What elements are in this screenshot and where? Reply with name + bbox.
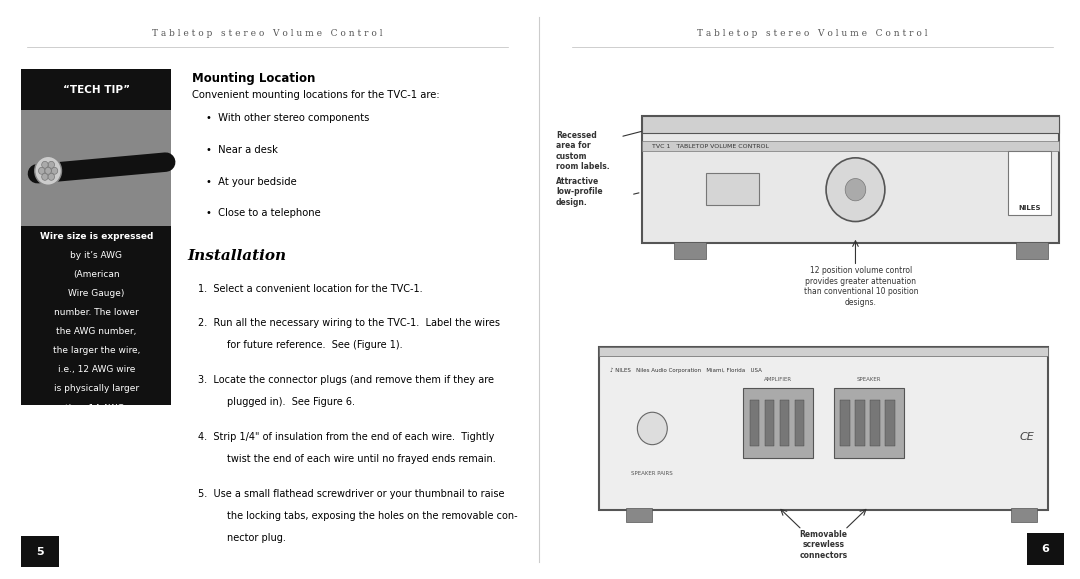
Text: T a b l e t o p   s t e r e o   V o l u m e   C o n t r o l: T a b l e t o p s t e r e o V o l u m e … xyxy=(698,29,928,38)
Text: Attractive
low-profile
design.: Attractive low-profile design. xyxy=(556,177,603,207)
Circle shape xyxy=(39,167,45,174)
Circle shape xyxy=(49,173,54,180)
Bar xyxy=(750,400,759,446)
Bar xyxy=(765,400,774,446)
Bar xyxy=(780,400,789,446)
Text: Recessed
area for
custom
room labels.: Recessed area for custom room labels. xyxy=(556,131,610,171)
Bar xyxy=(706,173,759,205)
Text: Removable
screwless
connectors: Removable screwless connectors xyxy=(799,530,848,559)
Bar xyxy=(834,388,904,457)
Bar xyxy=(642,141,1058,152)
Text: AMPLIFIER: AMPLIFIER xyxy=(764,378,792,382)
Text: •  With other stereo components: • With other stereo components xyxy=(206,113,369,123)
Text: T a b l e t o p   s t e r e o   V o l u m e   C o n t r o l: T a b l e t o p s t e r e o V o l u m e … xyxy=(152,29,382,38)
Bar xyxy=(1008,152,1051,215)
Text: the AWG number,: the AWG number, xyxy=(56,327,136,336)
Text: 6: 6 xyxy=(1041,544,1049,554)
Text: for future reference.  See (Figure 1).: for future reference. See (Figure 1). xyxy=(227,340,403,350)
Text: (American: (American xyxy=(73,270,120,279)
Bar xyxy=(642,116,1058,133)
Text: 5.  Use a small flathead screwdriver or your thumbnail to raise: 5. Use a small flathead screwdriver or y… xyxy=(198,489,504,499)
Text: •  Near a desk: • Near a desk xyxy=(206,145,278,155)
Text: 2.  Run all the necessary wiring to the TVC-1.  Label the wires: 2. Run all the necessary wiring to the T… xyxy=(198,318,500,328)
Text: 5: 5 xyxy=(37,547,44,557)
Circle shape xyxy=(42,173,49,180)
Bar xyxy=(598,347,1048,356)
Bar xyxy=(598,347,1048,510)
Bar xyxy=(870,400,880,446)
Bar xyxy=(22,536,58,567)
Circle shape xyxy=(35,156,62,185)
Bar xyxy=(1016,242,1048,259)
Text: Convenient mounting locations for the TVC-1 are:: Convenient mounting locations for the TV… xyxy=(192,90,440,100)
Bar xyxy=(22,110,171,226)
Text: is physically larger: is physically larger xyxy=(54,384,139,394)
Text: ♪ NILES   Niles Audio Corporation   Miami, Florida   USA: ♪ NILES Niles Audio Corporation Miami, F… xyxy=(609,368,761,373)
Bar xyxy=(795,400,805,446)
Text: Installation: Installation xyxy=(187,249,286,263)
Bar xyxy=(1026,533,1064,565)
Text: SPEAKER: SPEAKER xyxy=(856,378,881,382)
Circle shape xyxy=(846,178,866,201)
Bar xyxy=(22,69,171,110)
Text: •  Close to a telephone: • Close to a telephone xyxy=(206,208,321,218)
Circle shape xyxy=(637,412,667,445)
Text: •  At your bedside: • At your bedside xyxy=(206,177,297,186)
Text: 1.  Select a convenient location for the TVC-1.: 1. Select a convenient location for the … xyxy=(198,284,422,294)
Text: i.e., 12 AWG wire: i.e., 12 AWG wire xyxy=(57,365,135,375)
Bar xyxy=(1011,508,1037,522)
Text: 3.  Locate the connector plugs (and remove them if they are: 3. Locate the connector plugs (and remov… xyxy=(198,375,494,385)
Bar xyxy=(22,226,171,405)
Text: Mounting Location: Mounting Location xyxy=(192,72,315,85)
Text: number. The lower: number. The lower xyxy=(54,308,138,317)
Text: Wire Gauge): Wire Gauge) xyxy=(68,289,124,298)
Text: twist the end of each wire until no frayed ends remain.: twist the end of each wire until no fray… xyxy=(227,454,496,464)
Text: the locking tabs, exposing the holes on the removable con-: the locking tabs, exposing the holes on … xyxy=(227,511,517,521)
Text: 4.  Strip 1/4" of insulation from the end of each wire.  Tightly: 4. Strip 1/4" of insulation from the end… xyxy=(198,432,495,442)
Circle shape xyxy=(45,167,52,174)
Text: TVC 1   TABLETOP VOLUME CONTROL: TVC 1 TABLETOP VOLUME CONTROL xyxy=(652,144,769,149)
Text: nector plug.: nector plug. xyxy=(227,533,286,543)
Bar xyxy=(743,388,813,457)
Text: “TECH TIP”: “TECH TIP” xyxy=(63,85,130,95)
Bar xyxy=(855,400,865,446)
Text: SPEAKER PAIRS: SPEAKER PAIRS xyxy=(632,471,673,477)
Circle shape xyxy=(826,158,885,222)
Text: the larger the wire,: the larger the wire, xyxy=(53,346,140,356)
Bar xyxy=(674,242,706,259)
Bar xyxy=(625,508,652,522)
Text: Wire size is expressed: Wire size is expressed xyxy=(40,232,153,241)
Text: 12 position volume control
provides greater attenuation
than conventional 10 pos: 12 position volume control provides grea… xyxy=(804,266,918,306)
Circle shape xyxy=(42,162,49,168)
Bar xyxy=(642,116,1058,243)
Text: than 14 AWG.: than 14 AWG. xyxy=(65,404,127,413)
Circle shape xyxy=(49,162,54,168)
Text: CE: CE xyxy=(1020,431,1034,442)
Text: by it’s AWG: by it’s AWG xyxy=(70,251,122,260)
Bar xyxy=(886,400,895,446)
Circle shape xyxy=(52,167,57,174)
Bar xyxy=(840,400,850,446)
Text: NILES: NILES xyxy=(1018,205,1040,211)
Text: plugged in).  See Figure 6.: plugged in). See Figure 6. xyxy=(227,397,355,407)
